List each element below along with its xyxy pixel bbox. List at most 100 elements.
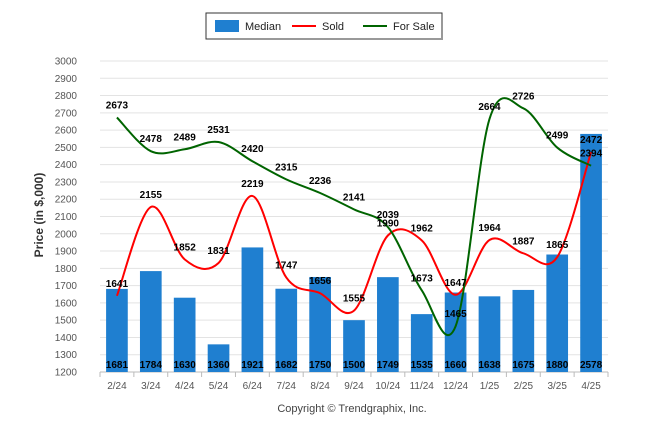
median-bar <box>478 296 501 372</box>
for-sale-value-label: 2039 <box>377 210 400 221</box>
median-value-label: 2578 <box>580 360 603 371</box>
y-tick-label: 2900 <box>55 74 78 85</box>
for-sale-value-label: 2478 <box>140 134 163 145</box>
copyright-text: Copyright © Trendgraphix, Inc. <box>277 403 426 415</box>
median-bar <box>241 247 264 372</box>
median-value-label: 1500 <box>343 360 366 371</box>
y-tick-label: 2000 <box>55 229 78 240</box>
sold-value-label: 1865 <box>546 240 569 251</box>
median-bar <box>546 254 569 372</box>
median-bar <box>207 344 230 372</box>
x-tick-label: 8/24 <box>310 381 330 392</box>
sold-value-label: 1852 <box>174 242 197 253</box>
legend-box <box>205 12 443 40</box>
y-tick-label: 2700 <box>55 108 78 119</box>
median-bar <box>410 314 433 372</box>
y-axis-label: Price (in $,000) <box>32 173 46 258</box>
for-sale-value-label: 2664 <box>478 102 501 113</box>
median-bar <box>580 133 602 372</box>
x-tick-label: 4/24 <box>175 381 195 392</box>
for-sale-value-label: 1673 <box>411 273 434 284</box>
for-sale-value-label: 2141 <box>343 192 366 203</box>
for-sale-value-label: 2236 <box>309 176 332 187</box>
sold-value-label: 2155 <box>140 190 163 201</box>
y-tick-label: 1300 <box>55 350 78 361</box>
for-sale-value-label: 2726 <box>512 91 535 102</box>
x-tick-label: 9/24 <box>344 381 364 392</box>
x-tick-label: 1/25 <box>480 381 500 392</box>
y-tick-label: 1600 <box>55 298 78 309</box>
sold-value-label: 1647 <box>444 278 467 289</box>
x-tick-label: 11/24 <box>410 381 435 392</box>
median-bar <box>377 277 399 372</box>
median-bars <box>106 133 602 372</box>
x-axis-ticks: 2/24 3/24 4/24 5/24 6/24 7/24 8/24 9/24 10/24 11/… <box>99 372 609 392</box>
y-tick-label: 2100 <box>55 212 78 223</box>
y-tick-label: 1500 <box>55 316 78 327</box>
median-value-label: 1638 <box>478 360 501 371</box>
for-sale-value-label: 2489 <box>174 132 197 143</box>
y-tick-label: 1800 <box>55 264 78 275</box>
median-value-label: 1682 <box>275 360 298 371</box>
sold-value-label: 1964 <box>478 223 501 234</box>
median-bar <box>309 276 331 372</box>
median-value-label: 1750 <box>309 360 332 371</box>
x-tick-label: 10/24 <box>375 381 400 392</box>
legend-label-sold: Sold <box>322 21 344 33</box>
y-tick-label: 2800 <box>55 91 78 102</box>
for-sale-value-label: 2420 <box>241 144 264 155</box>
median-value-label: 1880 <box>546 360 569 371</box>
for-sale-value-label: 2394 <box>580 149 603 160</box>
sold-value-label: 1747 <box>275 260 298 271</box>
for-sale-value-label: 2531 <box>207 125 230 136</box>
median-bar <box>275 288 298 372</box>
sold-value-label: 1641 <box>106 279 129 290</box>
y-tick-label: 2300 <box>55 177 78 188</box>
sold-value-label: 1990 <box>377 219 400 230</box>
y-tick-label: 1700 <box>55 281 78 292</box>
sold-value-label: 1555 <box>343 294 366 305</box>
x-tick-label: 2/25 <box>514 381 534 392</box>
median-bar <box>343 320 365 372</box>
y-tick-label: 3000 <box>55 57 78 68</box>
x-tick-label: 5/24 <box>209 381 229 392</box>
y-axis-ticks: 1200 1300 1400 1500 1600 1700 1800 1900 2000 2100… <box>55 57 78 379</box>
median-bar <box>444 292 467 372</box>
for-sale-value-label: 2315 <box>275 162 298 173</box>
median-value-label: 1360 <box>207 360 230 371</box>
sold-value-label: 1887 <box>512 236 535 247</box>
y-tick-label: 1200 <box>55 368 78 379</box>
sold-value-label: 2472 <box>580 135 603 146</box>
sold-value-label: 2219 <box>241 179 264 190</box>
for-sale-value-label: 2673 <box>106 100 129 111</box>
for-sale-line <box>116 97 592 337</box>
y-tick-label: 1400 <box>55 333 78 344</box>
median-value-label: 1675 <box>512 360 535 371</box>
sold-value-label: 1656 <box>309 276 332 287</box>
sold-value-label: 1831 <box>207 246 230 257</box>
sold-value-label: 1962 <box>411 223 434 234</box>
x-tick-label: 6/24 <box>243 381 263 392</box>
x-tick-label: 7/24 <box>277 381 297 392</box>
x-tick-label: 4/25 <box>581 381 601 392</box>
y-tick-label: 2500 <box>55 143 78 154</box>
median-value-label: 1681 <box>106 360 129 371</box>
median-bar <box>512 289 535 372</box>
median-value-label: 1630 <box>174 360 197 371</box>
legend: Median Sold For Sale <box>205 12 443 40</box>
sold-line <box>115 151 593 314</box>
median-value-label: 1535 <box>411 360 434 371</box>
for-sale-value-label: 1465 <box>444 309 467 320</box>
legend-label-median: Median <box>245 21 281 33</box>
y-tick-label: 1900 <box>55 247 78 258</box>
y-tick-label: 2600 <box>55 126 78 137</box>
x-tick-label: 3/24 <box>141 381 161 392</box>
legend-swatch-median <box>215 20 239 32</box>
legend-label-for-sale: For Sale <box>393 21 435 33</box>
median-value-label: 1749 <box>377 360 400 371</box>
median-value-label: 1660 <box>444 360 467 371</box>
median-bar <box>106 288 128 372</box>
x-tick-label: 12/24 <box>443 381 468 392</box>
y-tick-label: 2200 <box>55 195 78 206</box>
